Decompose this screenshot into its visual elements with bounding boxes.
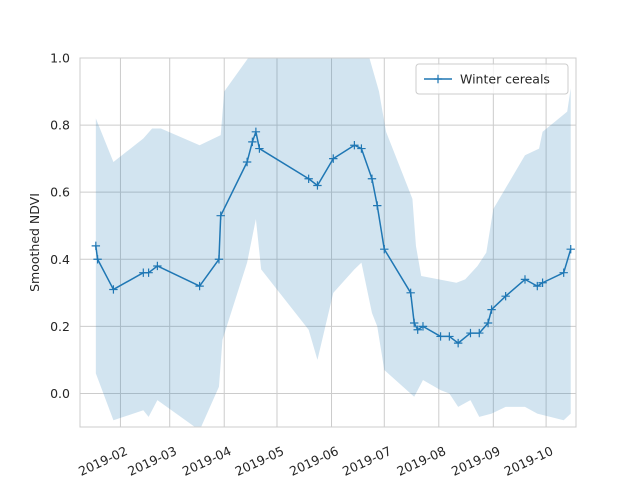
data-point-marker — [93, 255, 102, 264]
data-point-marker — [566, 245, 575, 254]
data-point-marker — [418, 322, 428, 331]
legend: Winter cereals — [415, 63, 569, 95]
data-point-marker — [533, 281, 542, 291]
data-point-marker — [214, 255, 224, 264]
data-point-marker — [304, 174, 313, 183]
x-tick-label: 2019-08 — [394, 443, 448, 479]
data-point-marker — [538, 278, 547, 287]
confidence-band — [95, 58, 571, 427]
data-point-marker — [91, 241, 101, 251]
legend-plus-marker-icon — [433, 74, 443, 84]
data-point-marker — [520, 275, 530, 284]
data-point-marker — [329, 154, 338, 163]
y-tick-label: 0.2 — [50, 319, 70, 334]
data-point-marker — [313, 181, 322, 190]
y-tick-labels: 0.0 0.2 0.4 0.6 0.8 1.0 — [50, 51, 70, 401]
y-tick-label: 0.6 — [50, 185, 70, 200]
data-point-marker — [357, 144, 366, 153]
data-point-marker — [255, 144, 264, 153]
data-point-marker — [242, 157, 252, 167]
data-point-marker — [380, 245, 389, 254]
data-point-marker — [483, 318, 493, 328]
data-point-marker — [373, 201, 382, 210]
data-point-marker — [409, 318, 419, 328]
data-point-marker — [466, 328, 475, 338]
plot-frame — [79, 57, 577, 428]
x-tick-label: 2019-04 — [180, 443, 234, 479]
data-point-marker — [445, 332, 454, 341]
y-tick-label: 0.4 — [50, 252, 70, 267]
series-markers — [91, 127, 575, 348]
data-point-marker — [501, 291, 510, 301]
data-point-marker — [216, 211, 225, 220]
x-tick-label: 2019-06 — [287, 443, 341, 479]
x-tick-label: 2019-07 — [340, 443, 394, 479]
y-axis-label: Smoothed NDVI — [27, 193, 42, 292]
x-tick-label: 2019-05 — [233, 443, 287, 479]
data-point-marker — [248, 137, 257, 147]
data-point-marker — [413, 325, 422, 334]
data-point-marker — [251, 127, 261, 136]
y-tick-label: 0.8 — [50, 118, 70, 133]
data-point-marker — [367, 174, 377, 183]
data-point-marker — [406, 288, 415, 298]
x-tick-label: 2019-09 — [449, 443, 503, 479]
data-point-marker — [195, 281, 204, 291]
data-point-marker — [350, 141, 359, 150]
data-point-marker — [475, 328, 484, 338]
y-tick-label: 0.0 — [50, 386, 70, 401]
x-tick-label: 2019-03 — [125, 443, 179, 479]
data-point-marker — [144, 268, 153, 277]
data-point-marker — [487, 305, 496, 314]
ndvi-uncertainty-band — [95, 58, 571, 427]
data-point-marker — [109, 285, 118, 294]
data-point-marker — [436, 332, 445, 341]
data-point-marker — [559, 268, 568, 277]
grid — [80, 57, 576, 427]
x-tick-label: 2019-10 — [502, 443, 556, 479]
data-point-marker — [453, 338, 463, 348]
data-point-marker — [153, 261, 162, 271]
legend-entry-winter-cereals: Winter cereals — [460, 72, 550, 87]
x-tick-label: 2019-02 — [76, 443, 130, 479]
y-tick-label: 1.0 — [50, 51, 70, 66]
legend-box — [415, 63, 569, 95]
